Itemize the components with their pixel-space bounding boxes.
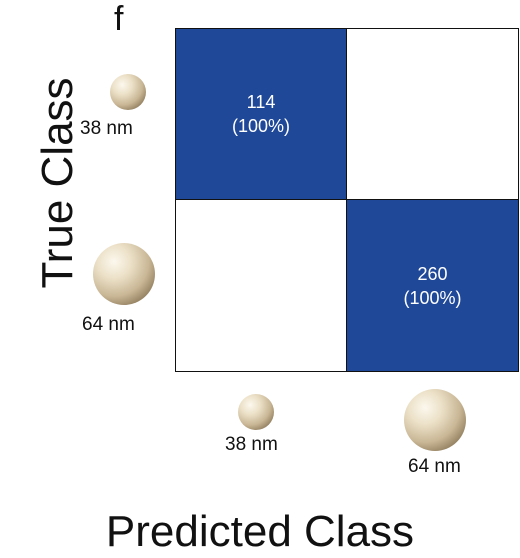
col-label-64nm: 64 nm [408, 456, 461, 477]
row-label-38nm: 38 nm [80, 118, 133, 139]
cell-r0c0: 114 (100%) [175, 28, 347, 200]
sphere-icon-col-64nm [404, 389, 466, 451]
cell-r0c1 [346, 28, 519, 200]
cell-r0c0-count: 114 [246, 92, 276, 112]
panel-letter: f [114, 0, 124, 38]
col-label-38nm: 38 nm [225, 434, 278, 455]
row-label-64nm: 64 nm [82, 314, 135, 335]
y-axis-title: True Class [33, 77, 82, 289]
x-axis-title: Predicted Class [105, 507, 415, 556]
sphere-icon-col-38nm [238, 394, 274, 430]
cell-r1c1-count: 260 [417, 263, 448, 284]
cell-r1c1: 260 (100%) [346, 199, 519, 372]
cell-r1c1-percent: (100%) [403, 287, 462, 308]
sphere-icon-row-38nm [110, 74, 146, 110]
cell-r0c0-percent: (100%) [231, 116, 291, 136]
confusion-matrix: 114 (100%) 260 (100%) [175, 28, 519, 372]
cell-r1c0 [175, 199, 347, 372]
sphere-icon-row-64nm [93, 243, 155, 305]
